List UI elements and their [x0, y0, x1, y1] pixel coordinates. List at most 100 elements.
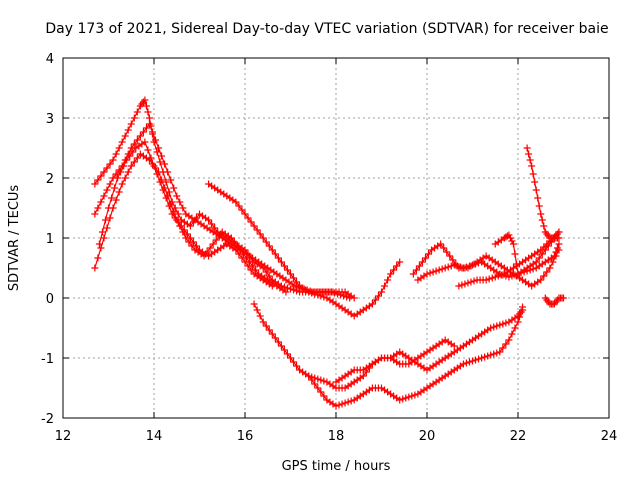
- data-point: [115, 188, 123, 196]
- data-point: [161, 160, 169, 168]
- data-point: [425, 250, 433, 258]
- data-point: [241, 258, 249, 266]
- data-point: [449, 256, 457, 264]
- data-point: [462, 263, 470, 271]
- data-point: [560, 294, 567, 302]
- data-series: [91, 96, 567, 410]
- data-point: [109, 156, 117, 164]
- data-point: [344, 398, 352, 406]
- series-track-8: [332, 336, 458, 386]
- data-point: [186, 222, 194, 230]
- data-point: [443, 248, 451, 256]
- data-point: [374, 292, 382, 300]
- data-point: [465, 358, 473, 366]
- data-point: [505, 231, 513, 239]
- data-point: [472, 356, 480, 364]
- data-point: [177, 222, 185, 230]
- data-point: [482, 276, 490, 284]
- data-point: [543, 268, 551, 276]
- data-point: [130, 158, 138, 166]
- y-tick-label: 1: [46, 232, 54, 247]
- data-point: [91, 180, 99, 188]
- data-point: [162, 178, 170, 186]
- data-point: [253, 226, 261, 234]
- data-point: [399, 395, 407, 403]
- data-point: [170, 184, 178, 192]
- y-axis-label: SDTVAR / TECUs: [7, 185, 22, 292]
- data-point: [308, 376, 316, 384]
- data-point: [94, 204, 102, 212]
- data-point: [173, 192, 181, 200]
- data-point: [537, 210, 545, 218]
- series-track-14: [541, 294, 567, 308]
- data-point: [130, 140, 138, 148]
- data-point: [97, 198, 105, 206]
- data-point: [112, 170, 120, 178]
- data-point: [461, 280, 469, 288]
- data-point: [171, 204, 179, 212]
- data-point: [459, 360, 467, 368]
- series-track-4: [95, 138, 276, 290]
- data-point: [130, 114, 138, 122]
- data-point: [94, 176, 102, 184]
- data-point: [535, 202, 543, 210]
- data-point: [444, 263, 452, 271]
- data-point: [230, 238, 238, 246]
- data-point: [277, 258, 285, 266]
- data-point: [94, 254, 102, 262]
- data-point: [405, 393, 413, 401]
- data-point: [550, 252, 558, 260]
- data-point: [141, 138, 149, 146]
- data-point: [162, 194, 170, 202]
- data-point: [147, 154, 155, 162]
- data-point: [259, 234, 267, 242]
- data-point: [277, 342, 285, 350]
- data-point: [106, 160, 114, 168]
- data-point: [396, 258, 404, 266]
- data-point: [332, 402, 340, 410]
- data-point: [540, 222, 548, 230]
- data-point: [484, 352, 492, 360]
- data-point: [488, 274, 496, 282]
- data-point: [512, 260, 520, 268]
- data-point: [508, 272, 516, 280]
- data-point: [186, 234, 194, 242]
- data-point: [529, 170, 537, 178]
- data-point: [112, 150, 120, 158]
- data-point: [159, 186, 167, 194]
- data-point: [115, 144, 123, 152]
- data-point: [165, 188, 173, 196]
- data-point: [158, 152, 166, 160]
- data-point: [293, 278, 301, 286]
- data-point: [350, 294, 358, 302]
- data-point: [290, 358, 298, 366]
- data-point: [411, 391, 419, 399]
- data-point: [371, 296, 379, 304]
- data-point: [262, 238, 270, 246]
- data-point: [450, 342, 458, 350]
- x-tick-label: 12: [55, 429, 72, 444]
- data-point: [206, 244, 214, 252]
- data-point: [139, 128, 147, 136]
- data-point: [469, 357, 476, 365]
- data-point: [516, 313, 524, 321]
- data-point: [555, 228, 563, 236]
- data-point: [337, 291, 345, 299]
- data-point: [393, 262, 401, 270]
- data-point: [215, 232, 223, 240]
- data-point: [121, 174, 129, 182]
- data-point: [490, 323, 498, 331]
- data-point: [235, 250, 243, 258]
- data-point: [262, 268, 270, 276]
- data-point: [91, 210, 99, 218]
- data-point: [168, 210, 176, 218]
- data-point: [124, 126, 132, 134]
- data-point: [506, 234, 514, 242]
- data-point: [493, 349, 501, 357]
- gridlines: [63, 58, 609, 418]
- y-tick-label: -2: [41, 412, 54, 427]
- data-point: [502, 319, 510, 327]
- data-point: [133, 154, 141, 162]
- data-point: [490, 350, 498, 358]
- data-point: [538, 216, 546, 224]
